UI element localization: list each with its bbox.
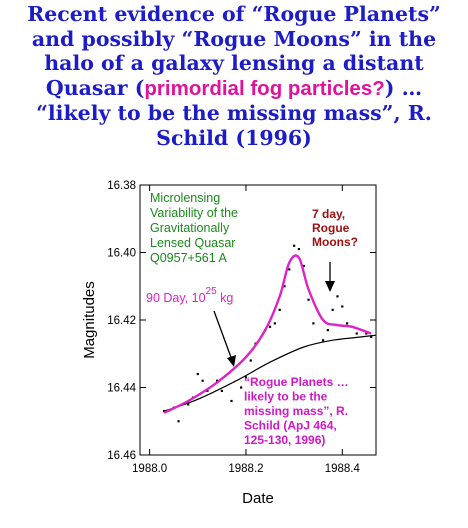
data-point [355,332,358,335]
headline-line-4: Quasar (primordial fog particles?) … [0,76,468,102]
data-point [321,339,325,342]
green-annotation-line: Variability of the [150,206,238,220]
data-point [187,403,190,406]
headline-line-4-after: ) … [384,75,423,100]
y-tick-label: 16.40 [107,248,136,260]
headline-line-5: “likely to be the missing mass”, R. [36,101,432,125]
mass-label-exponent: 25 [206,286,218,297]
data-point [293,244,296,247]
quote-annotation-line: missing mass”, R. [244,404,348,418]
data-point [283,285,286,288]
y-axis-label: Magnitudes [81,281,98,359]
data-point [288,268,291,271]
green-annotation-line: Q0957+561 A [150,251,227,265]
data-point [196,372,199,376]
x-tick-label: 1988.0 [132,463,167,475]
mass-label-suffix: kg [217,291,234,305]
headline-line-4-before: Quasar ( [45,75,145,100]
green-annotation-line: Microlensing [150,191,220,205]
data-point [249,359,252,362]
x-axis-label: Date [242,490,274,507]
data-point [297,248,301,251]
x-tick-label: 1988.2 [228,463,263,475]
data-point [365,332,368,335]
quote-annotation: “Rogue Planets …likely to be themissing … [244,375,349,447]
y-tick-label: 16.46 [107,450,136,462]
quote-annotation-line: “Rogue Planets … [244,375,349,389]
data-point [201,379,204,382]
data-point [341,305,344,308]
y-tick-label: 16.38 [107,180,136,192]
x-axis: 1988.0 1988.2 1988.4 [132,185,360,475]
data-point [326,329,329,332]
headline-line-6: Schild (1996) [156,125,312,150]
data-point [268,325,272,328]
x-tick-label: 1988.4 [325,463,361,475]
data-point [273,322,276,325]
y-axis: 16.38 16.40 16.42 16.44 16.46 [107,180,376,462]
data-point [215,379,219,382]
red-annotation-line: Moons? [312,235,358,249]
data-point [336,295,339,298]
arrow-mass [213,310,236,367]
green-annotation-line: Gravitationally [150,221,230,235]
data-point [220,389,223,392]
fit-curve [163,254,372,414]
data-point [240,386,243,389]
headline-line-3: halo of a galaxy lensing a distant [44,51,424,75]
data-point [230,399,233,403]
mass-label: 90 Day, 1025 kg [146,286,233,305]
data-point [177,420,180,423]
headline-line-2: and possibly “Rogue Moons” in the [31,26,437,51]
red-annotation-line: 7 day, [312,207,345,221]
data-point [312,322,315,325]
mass-label-prefix: 90 Day, 10 [146,291,206,305]
data-point [302,264,305,268]
data-point [278,308,281,311]
data-point [331,308,334,311]
data-point [346,322,349,325]
data-point [206,389,209,392]
green-annotation-line: Lensed Quasar [150,236,235,250]
y-tick-label: 16.42 [107,315,136,327]
data-point [244,376,248,379]
headline: Recent evidence of “Rogue Planets” and p… [0,0,468,150]
data-point [370,335,373,338]
headline-highlight: primordial fog particles? [144,76,385,100]
quote-annotation-line: Schild (ApJ 464, [244,419,337,433]
baseline-curve [163,334,377,412]
data-point [307,298,310,301]
data-point [162,410,166,413]
red-annotation-line: Rogue [312,221,350,235]
quote-annotation-line: 125-130, 1996) [244,433,325,447]
headline-line-1: Recent evidence of “Rogue Planets” [27,2,441,26]
arrow-rogue-moons [325,262,335,292]
quote-annotation-line: likely to be the [244,390,328,404]
y-tick-label: 16.44 [107,383,136,395]
